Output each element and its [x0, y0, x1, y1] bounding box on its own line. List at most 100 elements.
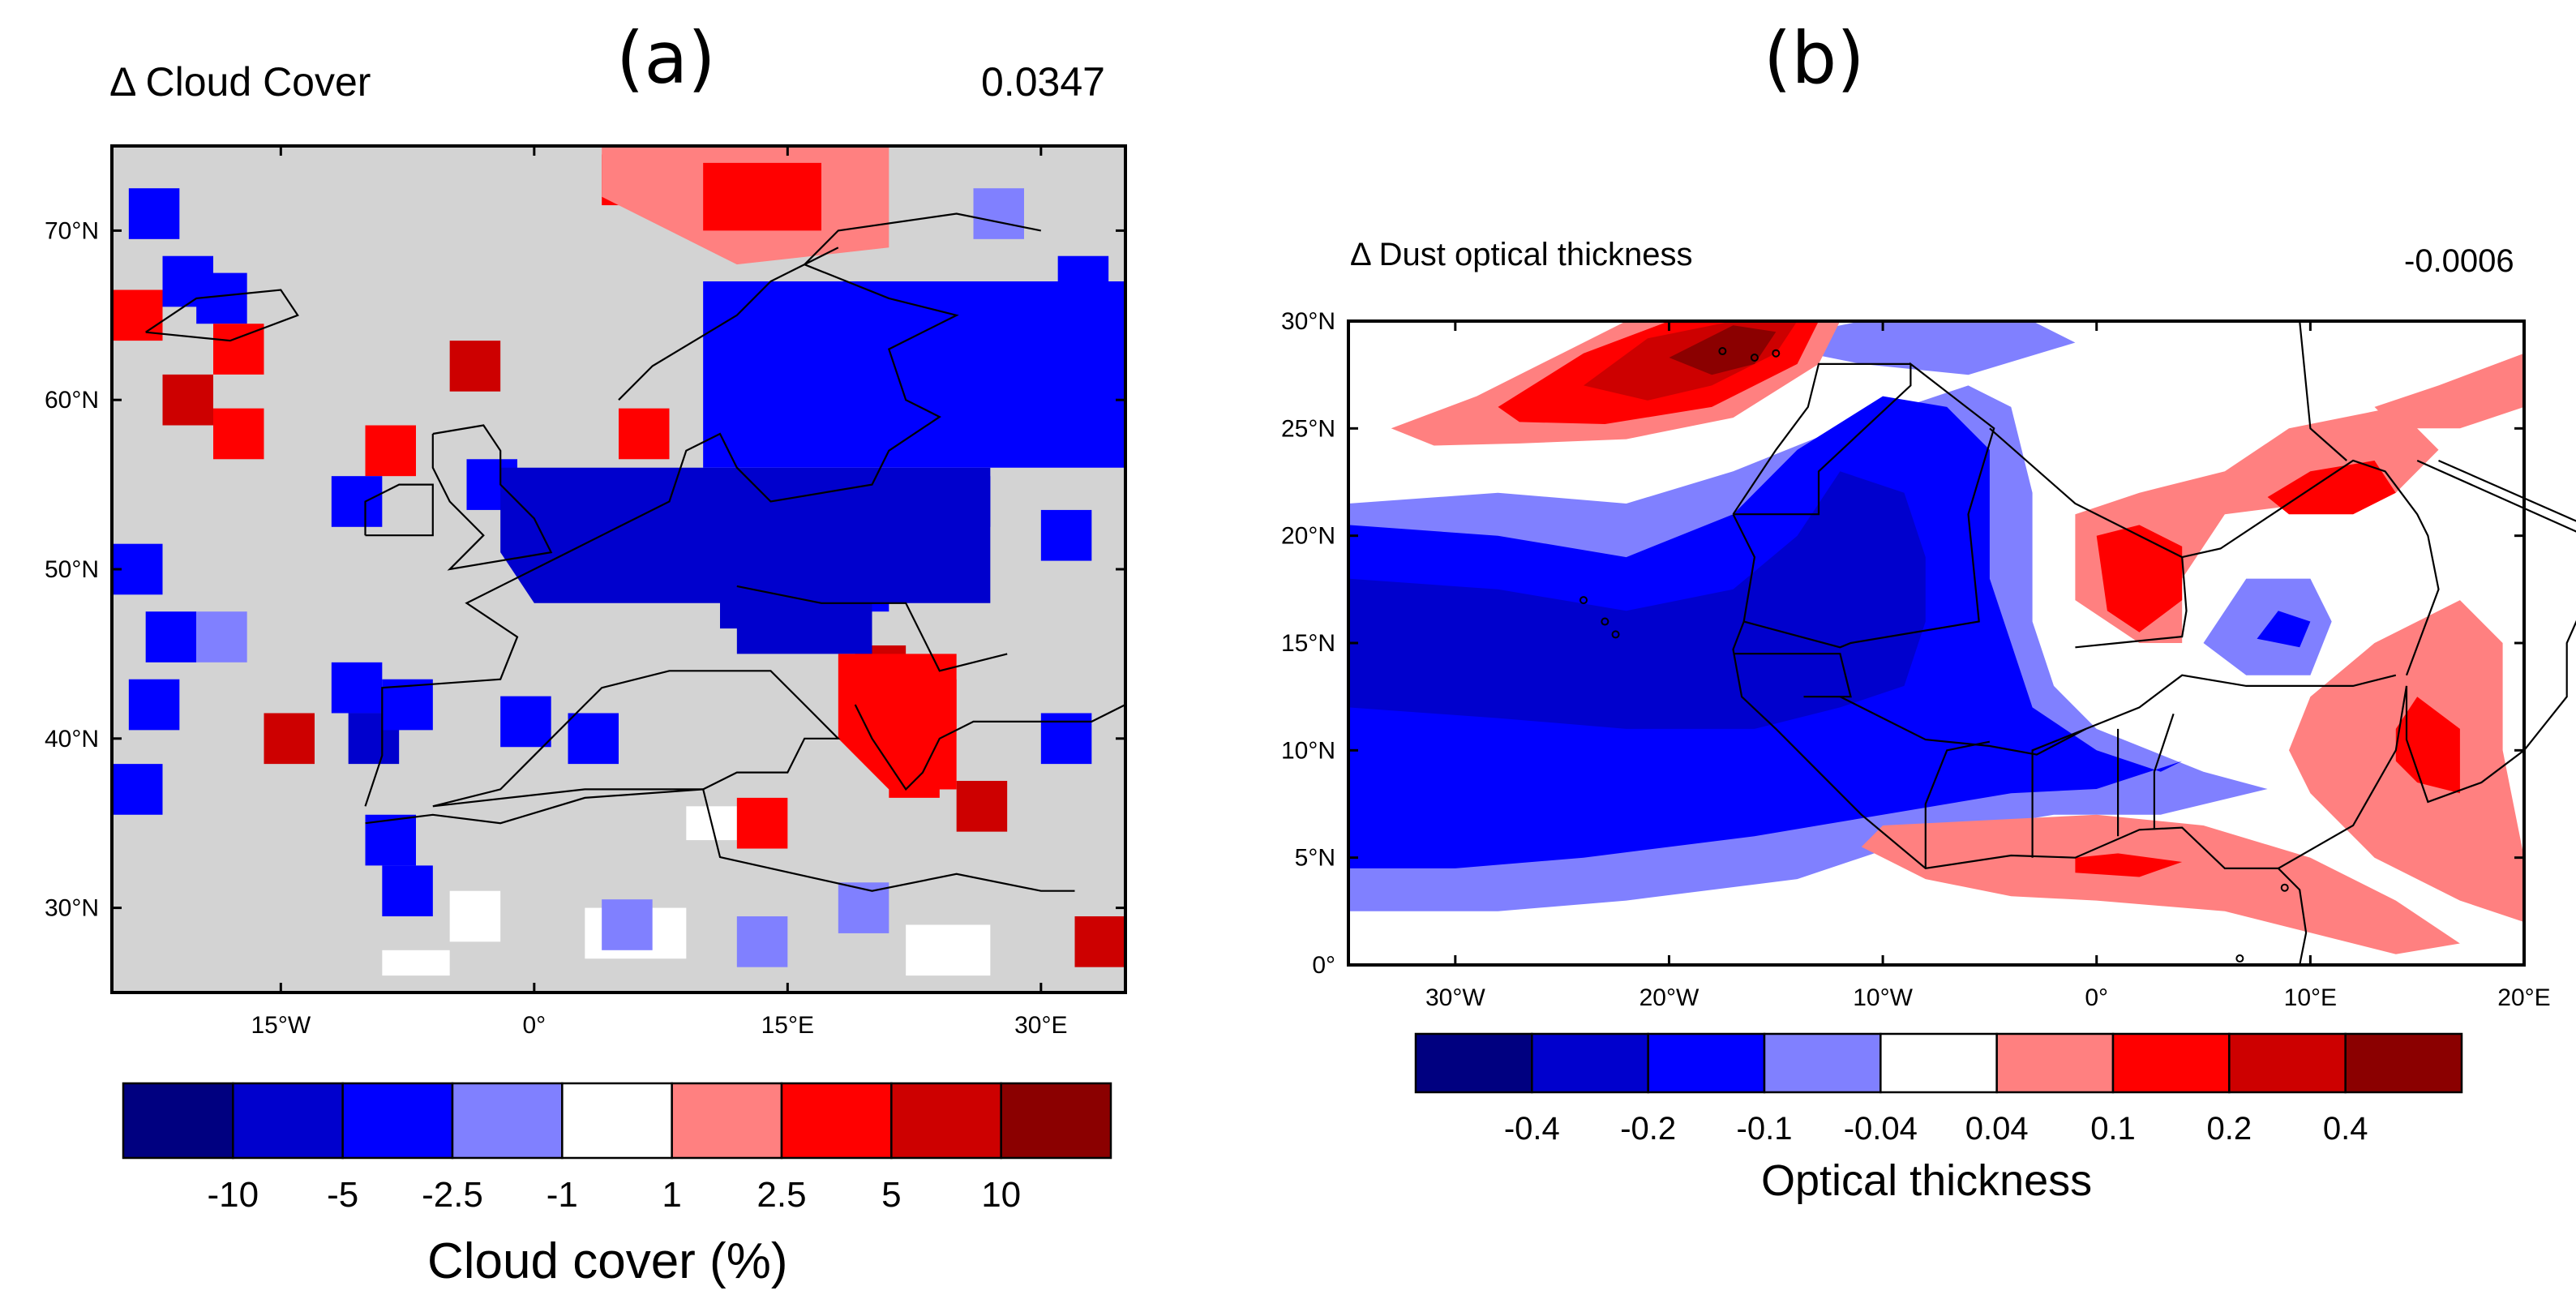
panel-a-coastline — [1024, 704, 1126, 722]
panel-b-label: (b) — [1764, 16, 1865, 100]
panel-b-colorbar-box — [2228, 1032, 2347, 1094]
panel-a-white-patch — [449, 890, 501, 942]
panel-b-country-border — [2299, 320, 2347, 461]
panel-a-data-cell — [365, 814, 416, 866]
panel-b-y-tick-label: 20°N — [1281, 523, 1335, 550]
panel-a-data-cell — [602, 899, 653, 950]
panel-b-colorbar-tick-label: -0.04 — [1844, 1111, 1918, 1147]
panel-a-data-cell — [838, 882, 889, 933]
panel-b-x-tick-label: 30°W — [1425, 984, 1485, 1011]
panel-a-data-cell — [365, 425, 416, 477]
panel-b-colorbar-box — [1531, 1032, 1649, 1094]
panel-a-colorbar-box — [890, 1082, 1002, 1160]
panel-b-y-tick-label: 10°N — [1281, 737, 1335, 764]
panel-b-y-tick-label: 5°N — [1295, 845, 1335, 872]
panel-b-x-tick-label: 20°W — [1639, 984, 1699, 1011]
panel-b-colorbar-box — [1414, 1032, 1533, 1094]
panel-b-island — [1718, 347, 1727, 356]
panel-a-data-cell — [128, 188, 180, 239]
panel-b-y-tick-label: 30°N — [1281, 308, 1335, 335]
panel-a-coastline — [364, 483, 434, 537]
panel-a-central-europe-block — [500, 467, 991, 654]
panel-a-data-cell — [196, 611, 247, 662]
panel-a-x-tick-label: 0° — [522, 1012, 546, 1039]
panel-b-title: Δ Dust optical thickness — [1350, 237, 1693, 272]
panel-b-island — [1579, 596, 1588, 605]
panel-b-country-border — [1989, 427, 2188, 649]
panel-a-colorbar-tick-label: -10 — [208, 1175, 259, 1215]
panel-a-colorbar-box — [122, 1082, 234, 1160]
panel-b-colorbar-tick-label: -0.2 — [1620, 1111, 1676, 1147]
panel-a-data-cell — [449, 341, 501, 392]
panel-b-colorbar-tick-label: 0.04 — [1965, 1111, 2029, 1147]
panel-b-island — [1772, 349, 1781, 358]
panel-a-global-mean: 0.0347 — [981, 59, 1105, 105]
panel-a-y-tick-label: 60°N — [45, 387, 99, 414]
panel-a-data-cell — [128, 679, 180, 731]
panel-a-arctic-dark-red-block — [703, 162, 821, 231]
panel-b-x-tick-label: 10°E — [2284, 984, 2337, 1011]
panel-b-country-border — [2031, 727, 2086, 858]
panel-a-colorbar-tick-label: -2.5 — [422, 1175, 483, 1215]
panel-a-data-cell — [568, 713, 619, 765]
panel-b-colorbar-title: Optical thickness — [1761, 1156, 2093, 1205]
panel-a-balkans-red-block — [838, 654, 957, 790]
panel-b-y-tick-label: 15°N — [1281, 630, 1335, 657]
panel-b-colorbar-tick-label: 0.2 — [2207, 1111, 2252, 1147]
panel-a-title: Δ Cloud Cover — [109, 59, 371, 105]
panel-a-data-cell — [1040, 509, 1092, 561]
panel-a-coastline — [618, 247, 839, 401]
panel-a-data-cell — [331, 662, 383, 714]
panel-a-colorbar-title: Cloud cover (%) — [427, 1233, 788, 1289]
panel-b-colorbar-tick-label: 0.1 — [2090, 1111, 2136, 1147]
panel-a-data-cell — [973, 188, 1024, 239]
panel-a-colorbar-tick-label: 1 — [662, 1175, 681, 1215]
panel-a-data-cell — [500, 696, 551, 748]
panel-b-colorbar-box — [1763, 1032, 1882, 1094]
panel-a-colorbar-tick-label: 2.5 — [757, 1175, 806, 1215]
panel-b-colorbar-tick-label: -0.4 — [1504, 1111, 1560, 1147]
panel-a-colorbar-tick-label: -5 — [327, 1175, 358, 1215]
panel-a-coastline — [736, 585, 1008, 672]
panel-a-colorbar-box — [671, 1082, 783, 1160]
panel-a-colorbar-box — [561, 1082, 673, 1160]
panel-b-island — [1601, 617, 1609, 626]
panel-a-coastline — [431, 424, 553, 571]
panel-a-coastline — [854, 704, 1024, 791]
panel-b-contour-light-red-ne — [2374, 353, 2524, 429]
panel-a-label: (a) — [616, 16, 716, 100]
panel-b-country-border — [1732, 513, 2308, 966]
panel-a-y-tick-label: 70°N — [45, 217, 99, 244]
panel-b-island — [2235, 954, 2244, 963]
panel-a-x-tick-label: 30°E — [1014, 1012, 1067, 1039]
panel-b-contour-dark-blue — [1348, 471, 1926, 729]
panel-b-colorbar-box — [1647, 1032, 1766, 1094]
panel-b-island — [1750, 353, 1759, 362]
panel-b-island — [2280, 883, 2289, 892]
panel-a-coastline — [432, 670, 841, 808]
panel-b-colorbar-box — [1879, 1032, 1998, 1094]
panel-b-contour-blue-niger — [2257, 611, 2311, 648]
panel-b-contour-red-gulf — [2075, 853, 2183, 877]
panel-b-global-mean: -0.0006 — [2404, 243, 2514, 279]
panel-a-data-cell — [213, 324, 264, 375]
panel-b-contour-light-red-gulf — [1861, 814, 2460, 954]
panel-b-contour-red-chad — [2395, 697, 2460, 794]
panel-b-colorbar-box — [2344, 1032, 2463, 1094]
panel-b-country-border — [1732, 362, 1911, 515]
panel-a-coastline — [365, 788, 1075, 892]
panel-a-colorbar-tick-label: 10 — [981, 1175, 1021, 1215]
panel-a-colorbar-box — [1000, 1082, 1112, 1160]
panel-b-country-border — [1733, 653, 1852, 698]
panel-b-contour-darkest-red-nw — [1669, 325, 1777, 375]
panel-b-country-border — [2181, 459, 2440, 676]
panel-b-island — [1611, 630, 1620, 639]
panel-a-data-cell — [736, 797, 788, 849]
panel-a-data-cell — [112, 764, 163, 815]
panel-a-data-cell — [956, 781, 1008, 832]
panel-b-country-border — [1733, 362, 1995, 649]
panel-a-data-cell — [1074, 916, 1125, 967]
panel-a-y-tick-label: 50°N — [45, 556, 99, 583]
